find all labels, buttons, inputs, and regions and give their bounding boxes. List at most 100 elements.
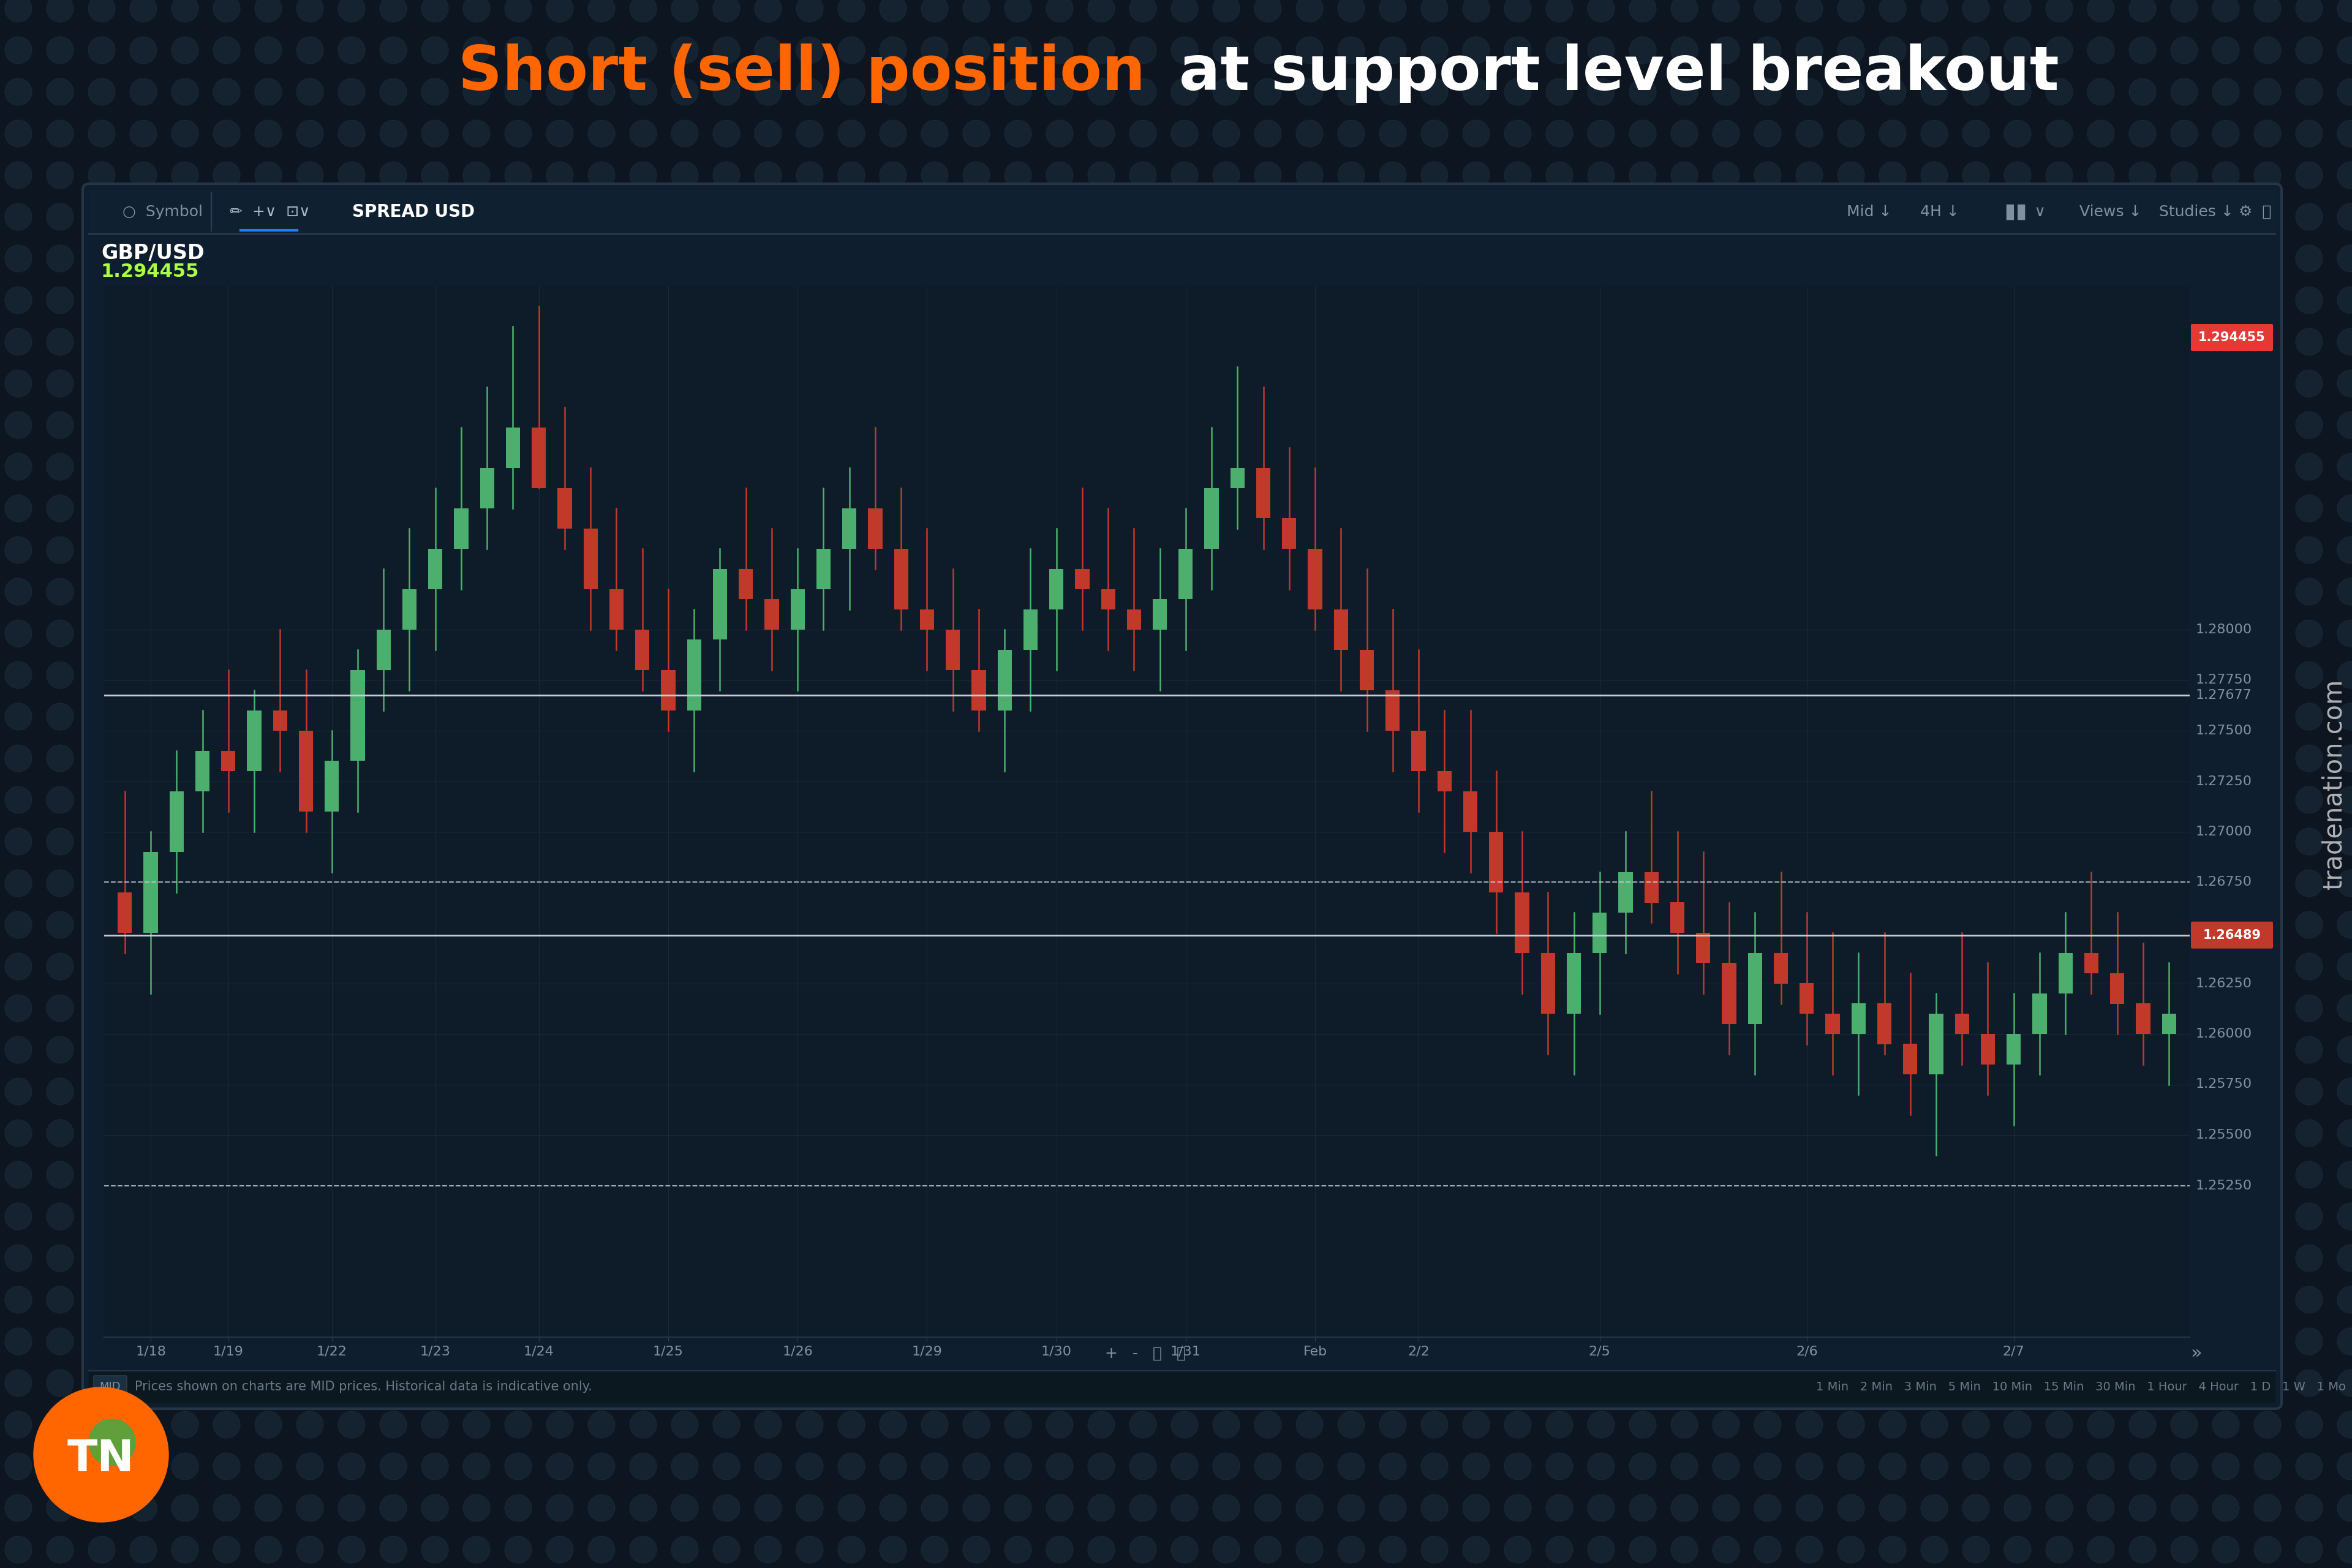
Circle shape <box>1047 370 1073 397</box>
Text: Support level: Support level <box>379 895 527 916</box>
Circle shape <box>2171 1328 2197 1355</box>
Bar <box>557 488 572 528</box>
Circle shape <box>2089 1245 2114 1272</box>
Circle shape <box>2213 1537 2239 1563</box>
Circle shape <box>797 870 823 897</box>
Circle shape <box>1670 328 1698 356</box>
Bar <box>868 508 882 549</box>
Circle shape <box>837 1203 866 1229</box>
Circle shape <box>1421 1328 1449 1355</box>
Circle shape <box>1004 1203 1033 1229</box>
Circle shape <box>1087 1079 1115 1105</box>
Circle shape <box>1171 1162 1197 1189</box>
Circle shape <box>588 411 614 439</box>
Circle shape <box>506 1162 532 1189</box>
Circle shape <box>1505 1328 1531 1355</box>
Circle shape <box>1505 1203 1531 1229</box>
Circle shape <box>1004 0 1033 22</box>
Circle shape <box>2296 536 2321 563</box>
Circle shape <box>506 453 532 480</box>
Circle shape <box>755 328 781 356</box>
Circle shape <box>2253 78 2281 105</box>
Circle shape <box>1879 287 1905 314</box>
Circle shape <box>922 1369 948 1397</box>
Circle shape <box>546 328 574 356</box>
Circle shape <box>1797 1328 1823 1355</box>
Circle shape <box>1545 1079 1573 1105</box>
Circle shape <box>1087 1286 1115 1314</box>
Circle shape <box>962 411 990 439</box>
Circle shape <box>880 994 906 1022</box>
Circle shape <box>1545 0 1573 22</box>
Text: 1.294455: 1.294455 <box>101 263 200 281</box>
Circle shape <box>47 1203 73 1229</box>
Circle shape <box>2338 0 2352 22</box>
Circle shape <box>296 994 325 1022</box>
Circle shape <box>1505 870 1531 897</box>
Circle shape <box>713 619 741 646</box>
Circle shape <box>1463 1286 1489 1314</box>
Circle shape <box>1505 1286 1531 1314</box>
Circle shape <box>1545 411 1573 439</box>
Circle shape <box>962 745 990 771</box>
Circle shape <box>2296 1079 2321 1105</box>
Circle shape <box>1421 536 1449 563</box>
Circle shape <box>670 787 699 814</box>
Circle shape <box>1378 536 1406 563</box>
Circle shape <box>421 36 449 64</box>
Circle shape <box>1171 1411 1197 1438</box>
Circle shape <box>2089 911 2114 938</box>
Circle shape <box>670 536 699 563</box>
Circle shape <box>296 1120 325 1146</box>
Circle shape <box>296 1245 325 1272</box>
Circle shape <box>2338 36 2352 64</box>
Circle shape <box>1879 828 1905 855</box>
Circle shape <box>670 204 699 230</box>
Circle shape <box>214 745 240 771</box>
Circle shape <box>630 162 656 188</box>
Circle shape <box>922 745 948 771</box>
Circle shape <box>1670 495 1698 522</box>
Circle shape <box>1171 453 1197 480</box>
Circle shape <box>1254 787 1282 814</box>
Circle shape <box>1837 1454 1865 1480</box>
Circle shape <box>1922 1245 1947 1272</box>
Circle shape <box>1545 787 1573 814</box>
Circle shape <box>630 994 656 1022</box>
Circle shape <box>837 911 866 938</box>
Circle shape <box>1296 453 1322 480</box>
Circle shape <box>1545 536 1573 563</box>
Circle shape <box>2171 702 2197 731</box>
Circle shape <box>5 536 33 563</box>
Circle shape <box>797 579 823 605</box>
Text: Mid ↓: Mid ↓ <box>1846 204 1891 220</box>
Circle shape <box>5 662 33 688</box>
Circle shape <box>1004 162 1033 188</box>
Circle shape <box>2338 1537 2352 1563</box>
Circle shape <box>2253 370 2281 397</box>
Circle shape <box>1378 1162 1406 1189</box>
Circle shape <box>1129 702 1157 731</box>
Circle shape <box>1378 1454 1406 1480</box>
Circle shape <box>506 1454 532 1480</box>
Circle shape <box>1797 204 1823 230</box>
Circle shape <box>1087 370 1115 397</box>
Circle shape <box>2253 121 2281 147</box>
Circle shape <box>1378 1203 1406 1229</box>
Circle shape <box>1545 370 1573 397</box>
Circle shape <box>1254 1411 1282 1438</box>
Circle shape <box>1338 1120 1364 1146</box>
Circle shape <box>880 495 906 522</box>
Circle shape <box>1505 994 1531 1022</box>
Circle shape <box>2004 204 2032 230</box>
Circle shape <box>1837 1286 1865 1314</box>
Circle shape <box>2338 121 2352 147</box>
Circle shape <box>89 453 115 480</box>
Circle shape <box>2129 994 2157 1022</box>
Circle shape <box>2296 870 2321 897</box>
Circle shape <box>630 1411 656 1438</box>
Circle shape <box>2129 1162 2157 1189</box>
Circle shape <box>379 287 407 314</box>
Circle shape <box>1505 245 1531 271</box>
Circle shape <box>2253 911 2281 938</box>
